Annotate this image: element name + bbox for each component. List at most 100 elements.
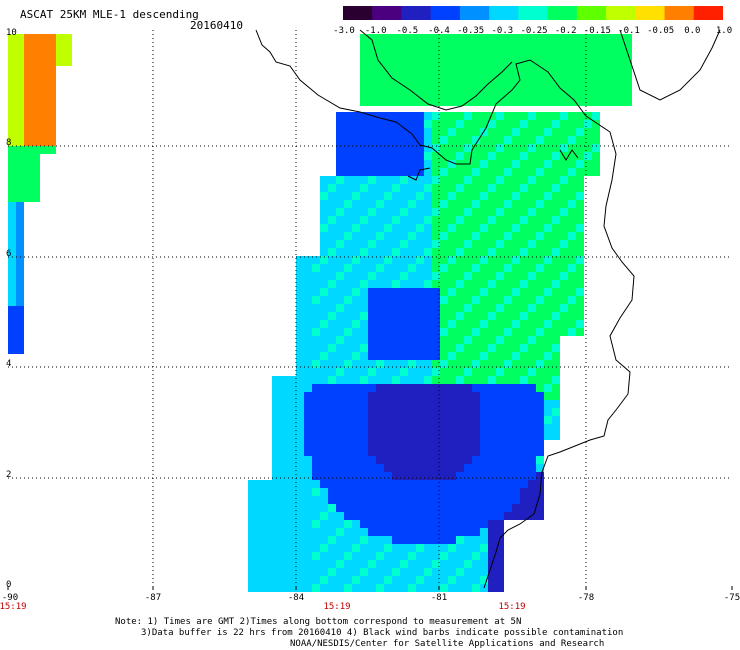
swath-cell — [544, 400, 552, 408]
swath-cell — [560, 98, 568, 106]
swath-cell — [424, 288, 432, 296]
swath-cell — [376, 376, 384, 384]
swath-cell — [16, 218, 24, 226]
swath-cell — [328, 240, 336, 248]
swath-cell — [360, 128, 368, 136]
swath-cell — [424, 528, 432, 536]
swath-cell — [496, 320, 504, 328]
swath-cell — [504, 424, 512, 432]
swath-cell — [560, 144, 568, 152]
swath-cell — [496, 90, 504, 98]
swath-cell — [480, 392, 488, 400]
swath-cell — [352, 464, 360, 472]
swath-cell — [248, 528, 256, 536]
swath-cell — [432, 544, 440, 552]
swath-cell — [456, 368, 464, 376]
swath-cell — [384, 66, 392, 74]
swath-cell — [464, 408, 472, 416]
swath-cell — [432, 264, 440, 272]
swath-cell — [496, 152, 504, 160]
swath-cell — [440, 552, 448, 560]
swath-cell — [480, 42, 488, 50]
swath-cell — [456, 184, 464, 192]
swath-cell — [304, 368, 312, 376]
swath-cell — [520, 120, 528, 128]
swath-cell — [552, 42, 560, 50]
swath-cell — [8, 34, 16, 42]
swath-cell — [288, 424, 296, 432]
swath-cell — [304, 416, 312, 424]
swath-cell — [576, 90, 584, 98]
swath-cell — [544, 256, 552, 264]
swath-cell — [360, 376, 368, 384]
swath-cell — [464, 34, 472, 42]
swath-cell — [512, 440, 520, 448]
swath-cell — [472, 560, 480, 568]
swath-cell — [568, 256, 576, 264]
swath-cell — [448, 50, 456, 58]
swath-cell — [488, 320, 496, 328]
swath-cell — [576, 232, 584, 240]
swath-cell — [408, 336, 416, 344]
swath-cell — [352, 264, 360, 272]
swath-cell — [464, 240, 472, 248]
swath-cell — [472, 416, 480, 424]
swath-cell — [448, 400, 456, 408]
swath-cell — [400, 152, 408, 160]
swath-cell — [344, 552, 352, 560]
swath-cell — [392, 304, 400, 312]
swath-cell — [16, 90, 24, 98]
swath-cell — [368, 296, 376, 304]
swath-cell — [376, 216, 384, 224]
swath-cell — [544, 416, 552, 424]
swath-cell — [336, 176, 344, 184]
swath-cell — [408, 280, 416, 288]
swath-cell — [304, 424, 312, 432]
swath-cell — [448, 536, 456, 544]
swath-cell — [376, 184, 384, 192]
swath-cell — [400, 536, 408, 544]
swath-cell — [496, 232, 504, 240]
swath-cell — [512, 120, 520, 128]
swath-cell — [376, 272, 384, 280]
swath-cell — [520, 82, 528, 90]
swath-cell — [512, 280, 520, 288]
swath-cell — [464, 488, 472, 496]
swath-cell — [368, 160, 376, 168]
swath-cell — [472, 368, 480, 376]
swath-cell — [504, 192, 512, 200]
swath-cell — [568, 208, 576, 216]
swath-cell — [360, 312, 368, 320]
swath-cell — [464, 82, 472, 90]
swath-cell — [464, 416, 472, 424]
swath-cell — [352, 568, 360, 576]
swath-cell — [400, 576, 408, 584]
swath-cell — [424, 208, 432, 216]
swath-cell — [544, 58, 552, 66]
swath-cell — [40, 98, 48, 106]
swath-cell — [392, 248, 400, 256]
swath-cell — [464, 216, 472, 224]
swath-cell — [568, 296, 576, 304]
swath-cell — [384, 392, 392, 400]
swath-cell — [560, 320, 568, 328]
swath-cell — [336, 472, 344, 480]
swath-cell — [456, 288, 464, 296]
swath-cell — [528, 42, 536, 50]
swath-cell — [16, 50, 24, 58]
swath-cell — [392, 520, 400, 528]
swath-cell — [456, 456, 464, 464]
swath-cell — [320, 512, 328, 520]
swath-cell — [280, 472, 288, 480]
swath-cell — [272, 496, 280, 504]
swath-cell — [24, 122, 32, 130]
swath-cell — [616, 34, 624, 42]
swath-cell — [584, 82, 592, 90]
swath-cell — [360, 50, 368, 58]
swath-cell — [328, 248, 336, 256]
swath-cell — [448, 248, 456, 256]
swath-cell — [424, 432, 432, 440]
swath-cell — [520, 192, 528, 200]
swath-cell — [384, 320, 392, 328]
swath-cell — [312, 432, 320, 440]
